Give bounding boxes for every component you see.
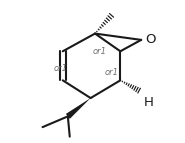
Text: or1: or1 — [92, 47, 106, 56]
Polygon shape — [66, 98, 91, 119]
Text: H: H — [143, 96, 153, 109]
Text: or1: or1 — [53, 64, 67, 74]
Text: O: O — [145, 33, 155, 46]
Text: or1: or1 — [105, 68, 119, 77]
